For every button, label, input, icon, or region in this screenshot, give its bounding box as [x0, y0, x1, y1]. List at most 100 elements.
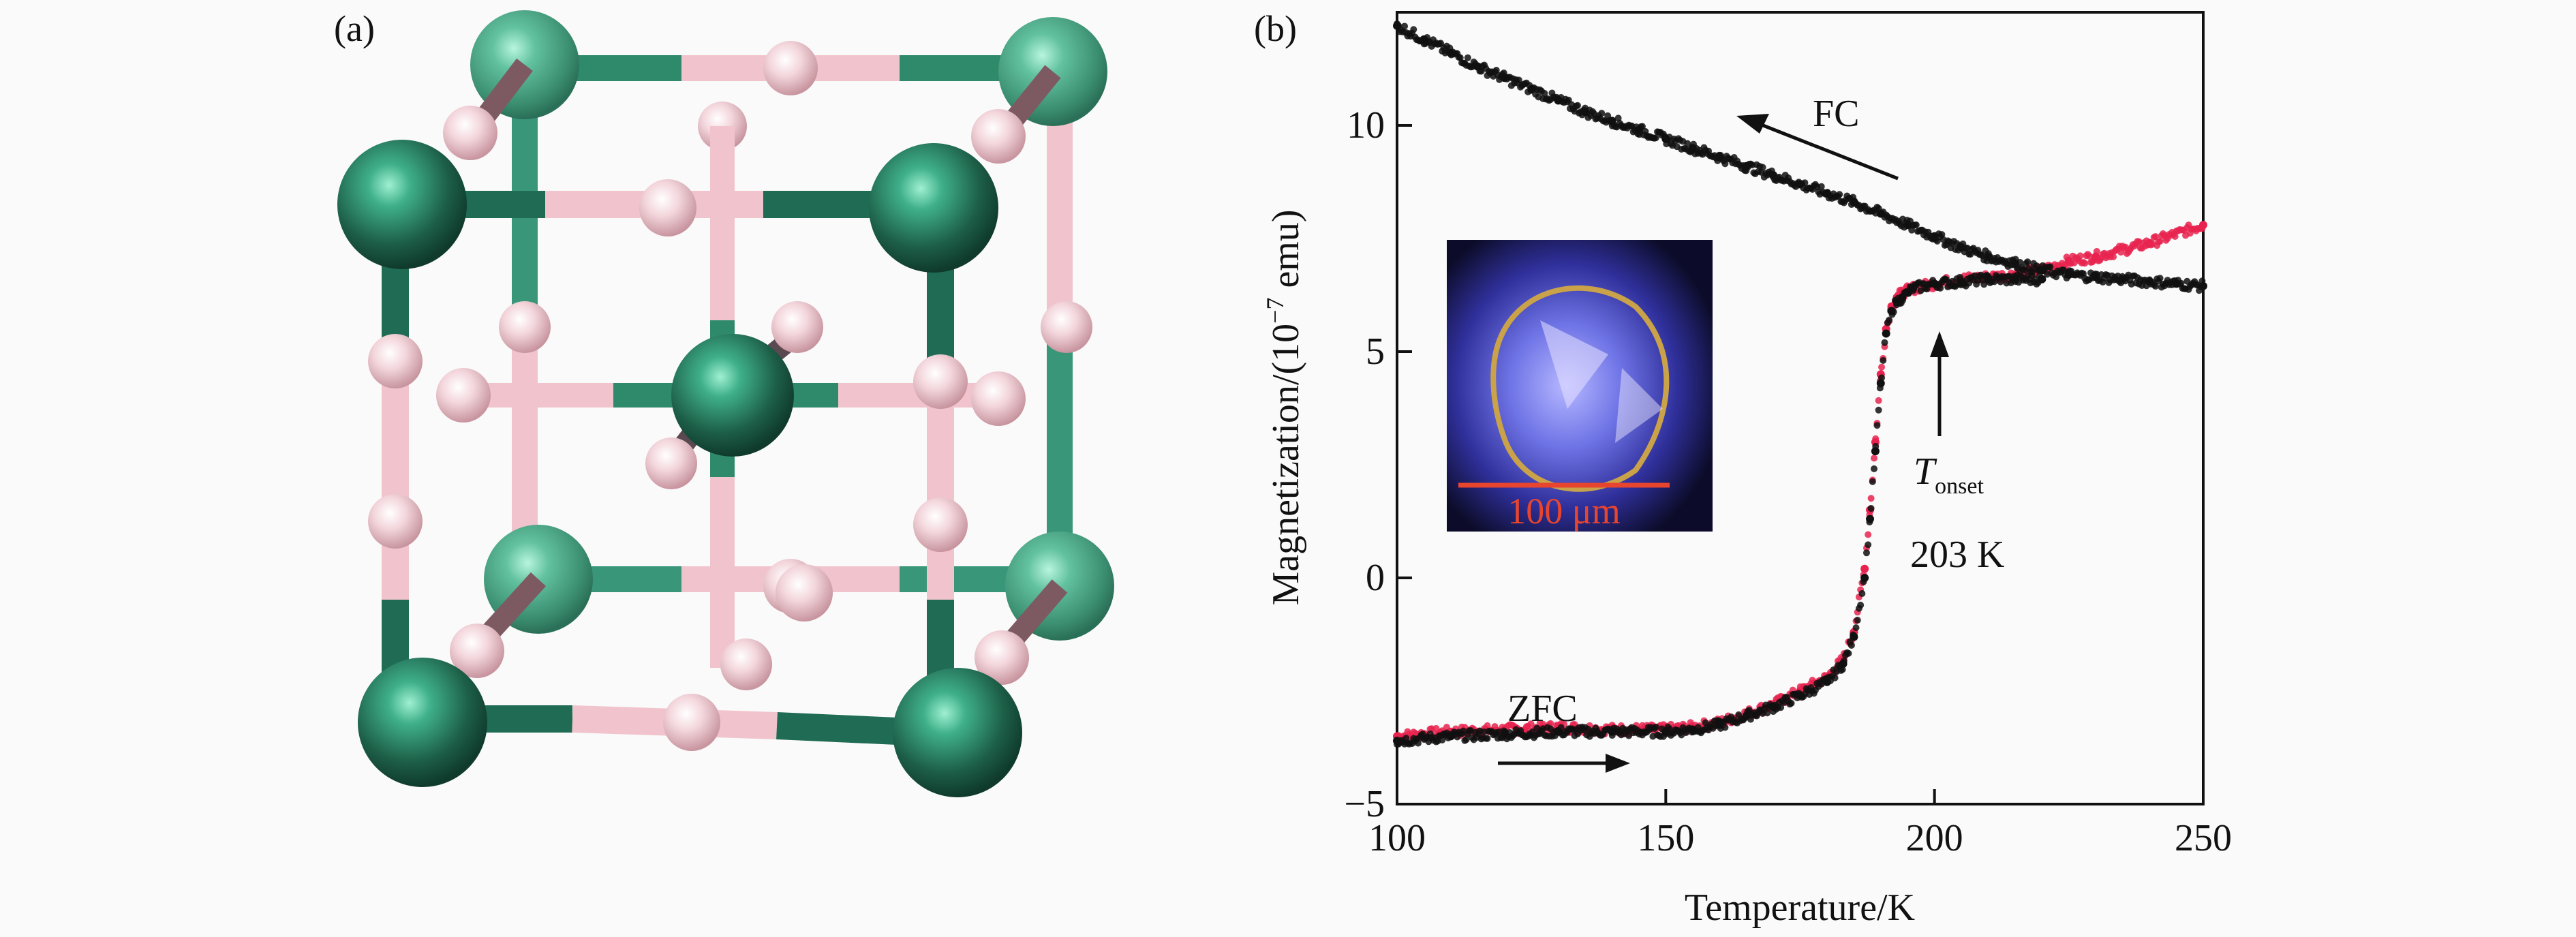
data-point-dense [1414, 739, 1422, 747]
x-axis-ticks: 100 150 200 250 [1368, 789, 2232, 859]
data-point-dense [1875, 397, 1882, 404]
data-point-dense [2093, 247, 2100, 255]
data-point-dense [1515, 76, 1522, 84]
data-point-dense [1880, 356, 1887, 364]
inset-micrograph: 100 μm [1447, 240, 1713, 532]
plot-frame [1396, 11, 2205, 805]
data-point-dense [1861, 574, 1869, 582]
data-point-dense [1721, 160, 1729, 168]
tonset-arrow-head [1930, 331, 1949, 357]
data-point-dense [1801, 179, 1809, 187]
data-point-dense [1764, 709, 1771, 717]
data-point-dense [1854, 617, 1861, 624]
x-tick-label: 100 [1368, 817, 1426, 859]
data-point-dense [1818, 183, 1825, 190]
data-point-dense [1768, 167, 1775, 174]
data-point-dense [2110, 253, 2117, 260]
fc-arrow-head [1736, 114, 1769, 134]
series-1 [1393, 271, 2046, 748]
data-point-dense [2156, 275, 2164, 282]
inset-scale-label: 100 μm [1507, 491, 1620, 532]
data-point-dense [1652, 723, 1659, 731]
data-point-dense [1439, 736, 1446, 743]
data-point-dense [1871, 465, 1878, 472]
data-point-dense [2151, 233, 2159, 241]
fc-arrow [1759, 122, 1899, 181]
tonset-subscript: onset [1935, 474, 1984, 499]
data-point-dense [1464, 54, 1471, 61]
y-tick-label: −5 [1344, 783, 1385, 825]
y-axis-label: Magnetization/(10−7 emu) [1261, 209, 1307, 605]
data-point-dense [1557, 724, 1565, 731]
depth-hydrogens [443, 106, 1029, 685]
data-point-dense [1852, 624, 1860, 632]
tonset-symbol: T [1914, 450, 1937, 493]
data-point-dense [1541, 89, 1548, 97]
data-point-dense [1857, 601, 1865, 609]
y-tick-label: 0 [1366, 557, 1385, 599]
data-point-dense [1614, 114, 1622, 122]
zfc-arrow-head [1606, 754, 1630, 773]
data-point-dense [1598, 110, 1606, 117]
data-point-dense [2085, 252, 2093, 260]
front-hydrogen-atoms [368, 179, 1026, 751]
data-point-dense [1831, 674, 1839, 681]
fc-label: FC [1813, 93, 1860, 135]
data-point-dense [1858, 590, 1866, 598]
data-point-dense [1836, 191, 1843, 198]
tonset-label: Tonset [1914, 450, 1984, 499]
data-point-dense [1759, 164, 1766, 171]
magnetization-panel: (b) 100 150 200 250 −5 0 5 10 Temperature/K Ma… [1254, 8, 2232, 929]
panel-a-label: (a) [334, 8, 375, 49]
y-axis-label-main: Magnetization/(10 [1265, 324, 1307, 606]
data-point-dense [1865, 531, 1872, 538]
data-point-dense [2151, 283, 2159, 290]
data-point-dense [1878, 374, 1886, 382]
data-point-dense [1867, 505, 1875, 512]
data-point-dense [1484, 735, 1491, 742]
series-2 [1393, 20, 2207, 294]
data-point-dense [1872, 435, 1880, 442]
data-point-dense [1862, 549, 1870, 557]
data-point-dense [1872, 442, 1880, 450]
data-point-dense [1881, 339, 1888, 346]
x-tick-label: 250 [2175, 817, 2232, 859]
data-point-dense [1867, 495, 1875, 502]
data-point-dense [2198, 277, 2206, 285]
data-point-dense [2063, 275, 2070, 282]
data-point-dense [2017, 258, 2024, 266]
zfc-label: ZFC [1507, 688, 1578, 730]
data-point-dense [1899, 296, 1906, 304]
x-tick-label: 200 [1906, 817, 1963, 859]
data-point-dense [1462, 736, 1470, 743]
series-layer [1393, 20, 2207, 748]
data-point-dense [1866, 519, 1873, 526]
data-point-dense [2024, 258, 2031, 266]
data-point-dense [1878, 363, 1886, 371]
data-point-dense [1788, 699, 1795, 707]
data-point-dense [1865, 541, 1872, 549]
data-point-dense [1410, 26, 1417, 33]
data-point-dense [1839, 666, 1846, 673]
data-point-dense [1574, 102, 1581, 109]
front-metal-atoms [337, 140, 1022, 797]
data-point-dense [2156, 238, 2164, 245]
x-tick-label: 150 [1637, 817, 1694, 859]
data-point-dense [2171, 232, 2179, 240]
data-point-dense [1443, 724, 1450, 731]
annotations: FC ZFC Tonset 203 K [1498, 93, 2004, 773]
data-point-dense [1861, 565, 1869, 572]
data-point-dense [1882, 331, 1890, 338]
data-point-dense [2198, 225, 2206, 232]
data-point-dense [1851, 634, 1858, 641]
tonset-value: 203 K [1910, 534, 2004, 576]
crystal-structure-panel: (a) [334, 8, 1114, 797]
data-point-dense [2046, 263, 2054, 271]
data-point-dense [1869, 478, 1876, 485]
panel-b-label: (b) [1254, 8, 1297, 49]
data-point-dense [1845, 649, 1852, 657]
data-point-dense [1684, 140, 1691, 147]
data-point-dense [1401, 22, 1409, 30]
data-point-dense [2038, 275, 2045, 282]
